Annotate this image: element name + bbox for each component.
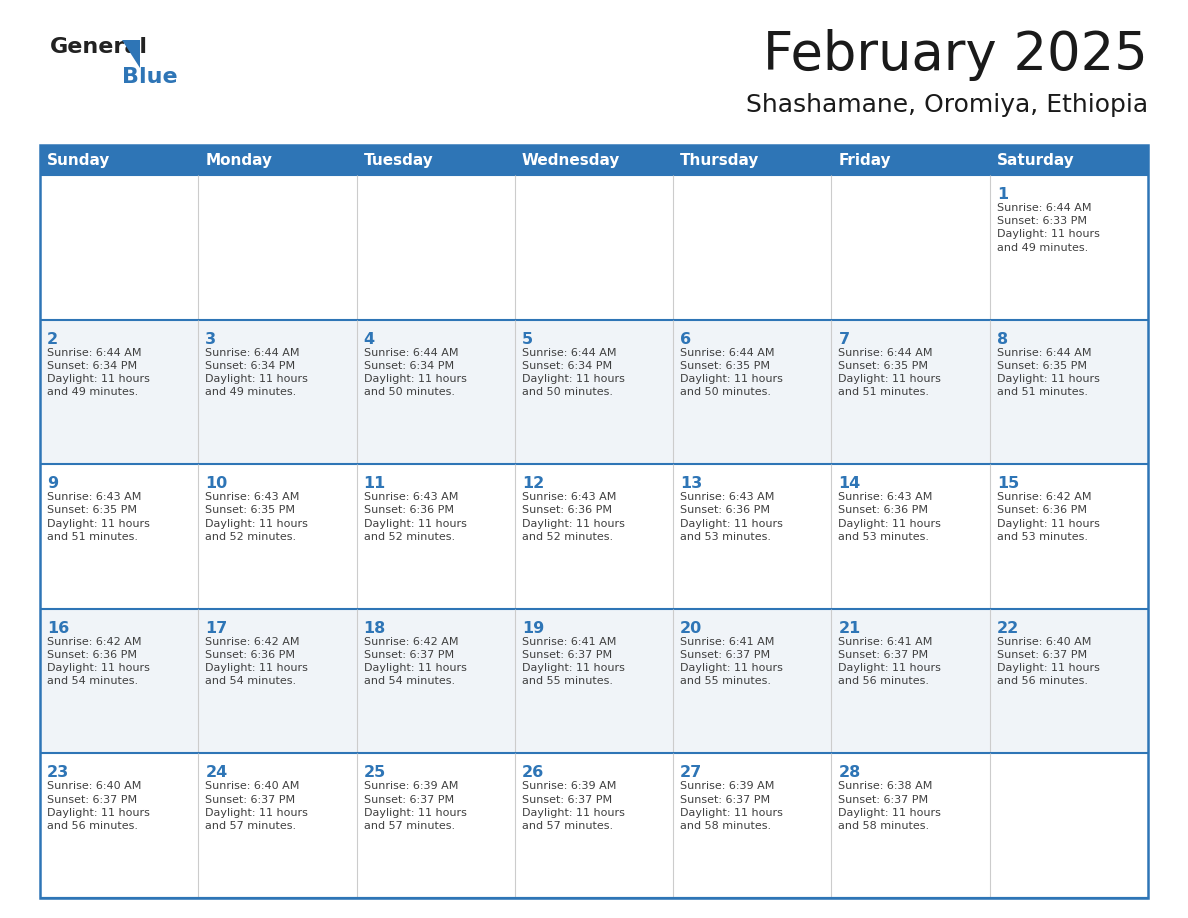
- Bar: [40, 609, 1148, 754]
- Text: 4: 4: [364, 331, 374, 347]
- Text: Sunrise: 6:39 AM
Sunset: 6:37 PM
Daylight: 11 hours
and 57 minutes.: Sunrise: 6:39 AM Sunset: 6:37 PM Dayligh…: [522, 781, 625, 831]
- Text: Sunday: Sunday: [48, 152, 110, 167]
- Bar: [40, 754, 1148, 898]
- Text: 8: 8: [997, 331, 1007, 347]
- Text: Sunrise: 6:39 AM
Sunset: 6:37 PM
Daylight: 11 hours
and 58 minutes.: Sunrise: 6:39 AM Sunset: 6:37 PM Dayligh…: [681, 781, 783, 831]
- Text: 2: 2: [48, 331, 58, 347]
- Text: 1: 1: [997, 187, 1007, 202]
- Text: 25: 25: [364, 766, 386, 780]
- Text: Sunrise: 6:42 AM
Sunset: 6:36 PM
Daylight: 11 hours
and 53 minutes.: Sunrise: 6:42 AM Sunset: 6:36 PM Dayligh…: [997, 492, 1100, 542]
- Text: Sunrise: 6:44 AM
Sunset: 6:34 PM
Daylight: 11 hours
and 50 minutes.: Sunrise: 6:44 AM Sunset: 6:34 PM Dayligh…: [364, 348, 467, 397]
- Bar: [40, 465, 1148, 609]
- Text: General: General: [50, 37, 148, 57]
- Text: Sunrise: 6:44 AM
Sunset: 6:34 PM
Daylight: 11 hours
and 50 minutes.: Sunrise: 6:44 AM Sunset: 6:34 PM Dayligh…: [522, 348, 625, 397]
- Text: 23: 23: [48, 766, 69, 780]
- Text: 14: 14: [839, 476, 860, 491]
- Bar: [40, 145, 1148, 175]
- Text: Sunrise: 6:42 AM
Sunset: 6:36 PM
Daylight: 11 hours
and 54 minutes.: Sunrise: 6:42 AM Sunset: 6:36 PM Dayligh…: [206, 637, 308, 687]
- Text: Sunrise: 6:42 AM
Sunset: 6:36 PM
Daylight: 11 hours
and 54 minutes.: Sunrise: 6:42 AM Sunset: 6:36 PM Dayligh…: [48, 637, 150, 687]
- Text: 6: 6: [681, 331, 691, 347]
- Bar: [40, 175, 1148, 319]
- Text: 22: 22: [997, 621, 1019, 636]
- Text: 17: 17: [206, 621, 228, 636]
- Text: 11: 11: [364, 476, 386, 491]
- Text: Sunrise: 6:41 AM
Sunset: 6:37 PM
Daylight: 11 hours
and 56 minutes.: Sunrise: 6:41 AM Sunset: 6:37 PM Dayligh…: [839, 637, 941, 687]
- Text: Sunrise: 6:43 AM
Sunset: 6:36 PM
Daylight: 11 hours
and 53 minutes.: Sunrise: 6:43 AM Sunset: 6:36 PM Dayligh…: [681, 492, 783, 542]
- Polygon shape: [122, 40, 140, 68]
- Text: Sunrise: 6:40 AM
Sunset: 6:37 PM
Daylight: 11 hours
and 57 minutes.: Sunrise: 6:40 AM Sunset: 6:37 PM Dayligh…: [206, 781, 308, 831]
- Text: Tuesday: Tuesday: [364, 152, 434, 167]
- Text: 21: 21: [839, 621, 860, 636]
- Text: 3: 3: [206, 331, 216, 347]
- Text: Sunrise: 6:38 AM
Sunset: 6:37 PM
Daylight: 11 hours
and 58 minutes.: Sunrise: 6:38 AM Sunset: 6:37 PM Dayligh…: [839, 781, 941, 831]
- Text: Sunrise: 6:41 AM
Sunset: 6:37 PM
Daylight: 11 hours
and 55 minutes.: Sunrise: 6:41 AM Sunset: 6:37 PM Dayligh…: [522, 637, 625, 687]
- Text: Friday: Friday: [839, 152, 891, 167]
- Text: Sunrise: 6:44 AM
Sunset: 6:34 PM
Daylight: 11 hours
and 49 minutes.: Sunrise: 6:44 AM Sunset: 6:34 PM Dayligh…: [48, 348, 150, 397]
- Text: 15: 15: [997, 476, 1019, 491]
- Text: Sunrise: 6:43 AM
Sunset: 6:35 PM
Daylight: 11 hours
and 51 minutes.: Sunrise: 6:43 AM Sunset: 6:35 PM Dayligh…: [48, 492, 150, 542]
- Text: 19: 19: [522, 621, 544, 636]
- Text: 10: 10: [206, 476, 228, 491]
- Text: Sunrise: 6:44 AM
Sunset: 6:35 PM
Daylight: 11 hours
and 50 minutes.: Sunrise: 6:44 AM Sunset: 6:35 PM Dayligh…: [681, 348, 783, 397]
- Text: Sunrise: 6:44 AM
Sunset: 6:35 PM
Daylight: 11 hours
and 51 minutes.: Sunrise: 6:44 AM Sunset: 6:35 PM Dayligh…: [839, 348, 941, 397]
- Text: 5: 5: [522, 331, 533, 347]
- Text: Sunrise: 6:43 AM
Sunset: 6:36 PM
Daylight: 11 hours
and 52 minutes.: Sunrise: 6:43 AM Sunset: 6:36 PM Dayligh…: [364, 492, 467, 542]
- Text: Thursday: Thursday: [681, 152, 759, 167]
- Text: 12: 12: [522, 476, 544, 491]
- Text: 13: 13: [681, 476, 702, 491]
- Text: Sunrise: 6:40 AM
Sunset: 6:37 PM
Daylight: 11 hours
and 56 minutes.: Sunrise: 6:40 AM Sunset: 6:37 PM Dayligh…: [48, 781, 150, 831]
- Text: 7: 7: [839, 331, 849, 347]
- Text: Sunrise: 6:39 AM
Sunset: 6:37 PM
Daylight: 11 hours
and 57 minutes.: Sunrise: 6:39 AM Sunset: 6:37 PM Dayligh…: [364, 781, 467, 831]
- Text: Saturday: Saturday: [997, 152, 1074, 167]
- Text: Shashamane, Oromiya, Ethiopia: Shashamane, Oromiya, Ethiopia: [746, 93, 1148, 117]
- Text: Sunrise: 6:44 AM
Sunset: 6:33 PM
Daylight: 11 hours
and 49 minutes.: Sunrise: 6:44 AM Sunset: 6:33 PM Dayligh…: [997, 203, 1100, 252]
- Text: 24: 24: [206, 766, 228, 780]
- Text: 18: 18: [364, 621, 386, 636]
- Text: February 2025: February 2025: [763, 29, 1148, 81]
- Text: Sunrise: 6:43 AM
Sunset: 6:35 PM
Daylight: 11 hours
and 52 minutes.: Sunrise: 6:43 AM Sunset: 6:35 PM Dayligh…: [206, 492, 308, 542]
- Text: Sunrise: 6:44 AM
Sunset: 6:34 PM
Daylight: 11 hours
and 49 minutes.: Sunrise: 6:44 AM Sunset: 6:34 PM Dayligh…: [206, 348, 308, 397]
- Text: Wednesday: Wednesday: [522, 152, 620, 167]
- Text: Sunrise: 6:44 AM
Sunset: 6:35 PM
Daylight: 11 hours
and 51 minutes.: Sunrise: 6:44 AM Sunset: 6:35 PM Dayligh…: [997, 348, 1100, 397]
- Bar: [40, 319, 1148, 465]
- Text: Sunrise: 6:41 AM
Sunset: 6:37 PM
Daylight: 11 hours
and 55 minutes.: Sunrise: 6:41 AM Sunset: 6:37 PM Dayligh…: [681, 637, 783, 687]
- Text: 26: 26: [522, 766, 544, 780]
- Text: Blue: Blue: [122, 67, 178, 87]
- Text: 16: 16: [48, 621, 69, 636]
- Text: Sunrise: 6:43 AM
Sunset: 6:36 PM
Daylight: 11 hours
and 52 minutes.: Sunrise: 6:43 AM Sunset: 6:36 PM Dayligh…: [522, 492, 625, 542]
- Text: 9: 9: [48, 476, 58, 491]
- Text: 28: 28: [839, 766, 860, 780]
- Text: Sunrise: 6:40 AM
Sunset: 6:37 PM
Daylight: 11 hours
and 56 minutes.: Sunrise: 6:40 AM Sunset: 6:37 PM Dayligh…: [997, 637, 1100, 687]
- Text: Monday: Monday: [206, 152, 272, 167]
- Bar: [40, 145, 1148, 898]
- Text: 27: 27: [681, 766, 702, 780]
- Text: Sunrise: 6:42 AM
Sunset: 6:37 PM
Daylight: 11 hours
and 54 minutes.: Sunrise: 6:42 AM Sunset: 6:37 PM Dayligh…: [364, 637, 467, 687]
- Text: Sunrise: 6:43 AM
Sunset: 6:36 PM
Daylight: 11 hours
and 53 minutes.: Sunrise: 6:43 AM Sunset: 6:36 PM Dayligh…: [839, 492, 941, 542]
- Text: 20: 20: [681, 621, 702, 636]
